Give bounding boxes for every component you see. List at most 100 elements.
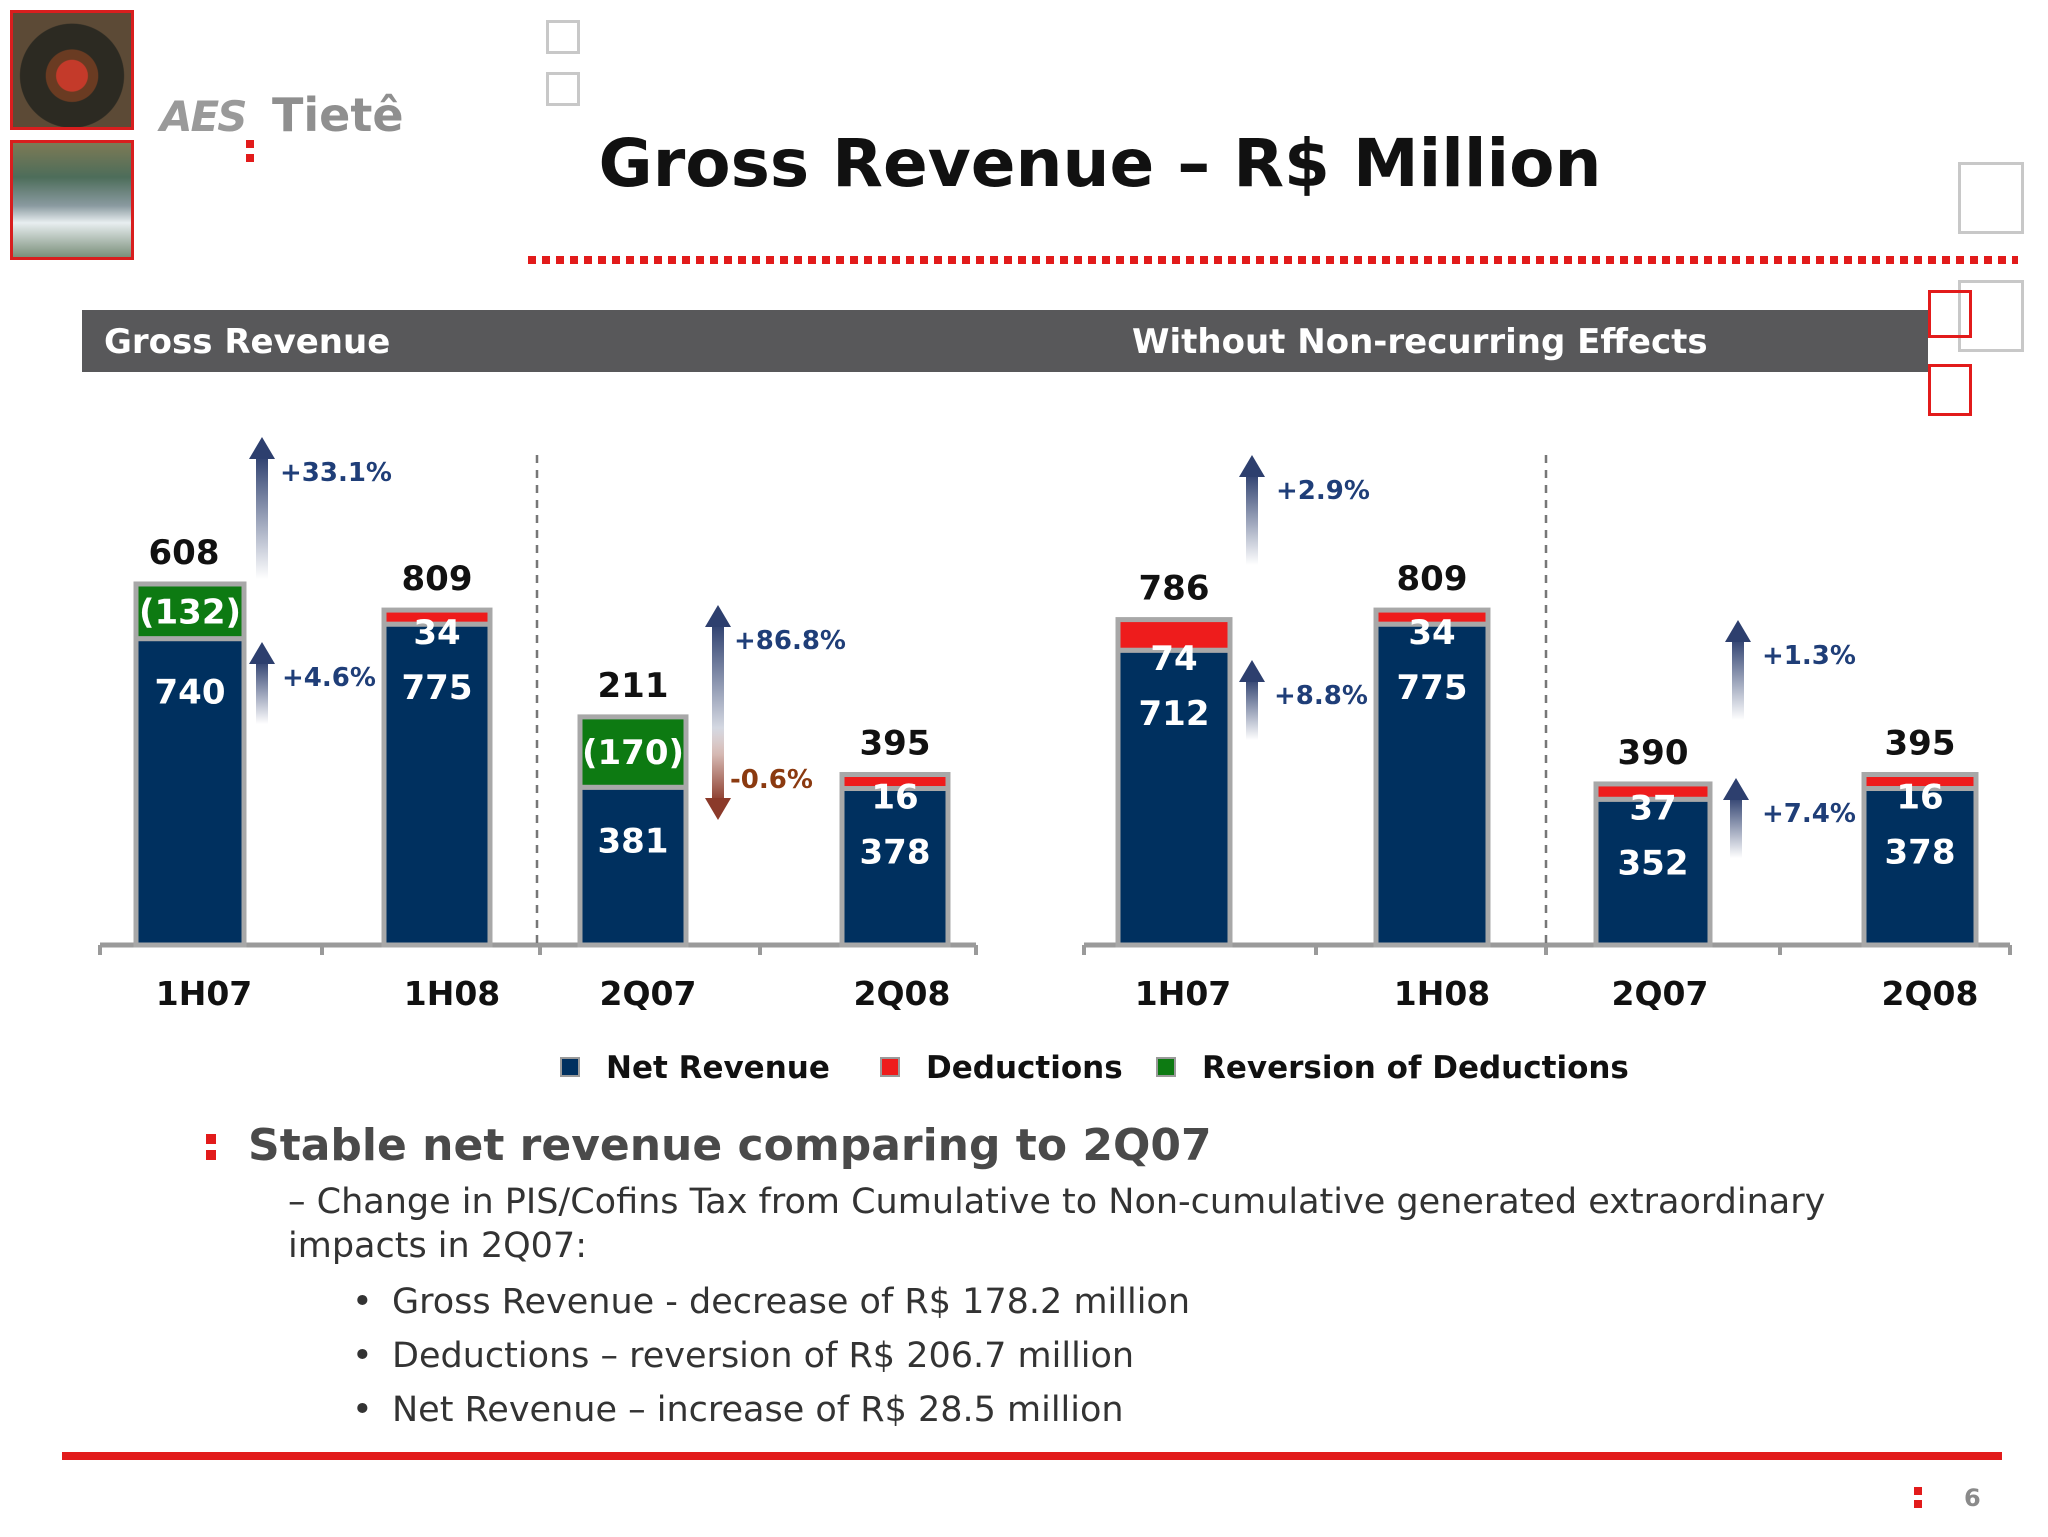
net-revenue-label: 378 (1885, 833, 1956, 873)
x-tick-label: 2Q08 (854, 974, 951, 1013)
company-name: Tietê (272, 88, 404, 142)
bar-total-label: 809 (402, 559, 473, 599)
legend-swatch-net-revenue (560, 1056, 580, 1077)
decline-arrow-down-icon-shaft (712, 728, 724, 802)
decor-red-square-icon (1928, 364, 1972, 416)
deductions-label: 16 (871, 778, 918, 818)
bar-total-label: 608 (149, 533, 220, 573)
bar-total-label: 211 (598, 666, 669, 706)
page-title: Gross Revenue – R$ Million (598, 125, 1602, 202)
page-number: 6 (1964, 1484, 1981, 1512)
bar-deductions (381, 607, 493, 627)
bar-reversion-of-deductions (577, 714, 689, 790)
net-revenue-label: 381 (598, 821, 669, 861)
x-tick-label: 1H08 (404, 974, 501, 1013)
page-marker-icon (1914, 1487, 1922, 1513)
x-tick-label: 2Q08 (1882, 974, 1979, 1013)
growth-arrow-up-icon-shaft (712, 623, 724, 755)
growth-annotation: +8.8% (1274, 681, 1368, 711)
list-item: • Gross Revenue - decrease of R$ 178.2 mi… (352, 1282, 1191, 1322)
list-item-text: Net Revenue – increase of R$ 28.5 millio… (392, 1390, 1124, 1430)
list-item-text: Deductions – reversion of R$ 206.7 milli… (392, 1336, 1135, 1376)
bar-deductions (1373, 607, 1491, 627)
bar-deductions (1861, 772, 1979, 792)
growth-arrow-up-icon-head (249, 642, 275, 664)
growth-arrow-up-icon-shaft (256, 455, 268, 579)
growth-arrow-up-icon-head (1239, 660, 1265, 682)
hydro-plant-photo (10, 10, 134, 130)
bar-total-label: 809 (1397, 559, 1468, 599)
net-revenue-label: 775 (1397, 668, 1468, 708)
bar-net-revenue (1861, 786, 1979, 948)
left-chart-heading: Gross Revenue (104, 322, 391, 362)
main-bullet: Stable net revenue comparing to 2Q07 (248, 1120, 1212, 1171)
growth-arrow-up-icon-head (705, 605, 731, 627)
bar-deductions (1115, 617, 1233, 653)
bar-net-revenue (1593, 796, 1713, 948)
deductions-label: 16 (1896, 778, 1943, 818)
list-item: • Deductions – reversion of R$ 206.7 mill… (352, 1336, 1135, 1376)
deductions-label: 74 (1150, 639, 1197, 679)
bar-reversion-of-deductions (133, 581, 247, 642)
legend-swatch-reversion (1156, 1056, 1176, 1077)
x-tick-label: 1H07 (1135, 974, 1232, 1013)
legend-label: Deductions (926, 1050, 1123, 1086)
dam-spillway-photo (10, 140, 134, 260)
growth-arrow-up-icon-head (1723, 778, 1749, 800)
net-revenue-label: 740 (155, 673, 226, 713)
net-revenue-label: 775 (402, 668, 473, 708)
decor-square-icon (546, 72, 580, 106)
legend-label: Net Revenue (606, 1050, 830, 1086)
legend-item-net-revenue: Net Revenue (560, 1050, 830, 1086)
sub-bullet: – Change in PIS/Cofins Tax from Cumulati… (288, 1182, 1826, 1266)
growth-arrow-up-icon-head (249, 437, 275, 459)
growth-annotation: +86.8% (734, 626, 846, 656)
growth-annotation: +1.3% (1762, 641, 1856, 671)
x-tick-label: 2Q07 (600, 974, 697, 1013)
deductions-label: 37 (1629, 788, 1676, 828)
bullet-marker-icon (206, 1134, 216, 1166)
growth-annotation: +4.6% (282, 663, 376, 693)
gross-revenue-charts: 740 (132) 608 1H07 775 34 809 1H08 381 (170) 211 2Q… (98, 437, 2012, 1013)
reversion-label: (170) (582, 733, 684, 773)
net-revenue-label: 352 (1618, 843, 1689, 883)
reversion-label: (132) (139, 592, 241, 632)
growth-arrow-up-icon-shaft (1246, 678, 1258, 740)
legend-item-reversion: Reversion of Deductions (1156, 1050, 1629, 1086)
legend-swatch-deductions (880, 1056, 900, 1077)
decor-square-icon (1958, 162, 2024, 234)
growth-arrow-up-icon-shaft (256, 660, 268, 724)
legend-item-deductions: Deductions (880, 1050, 1123, 1086)
title-underline (528, 256, 2018, 264)
net-revenue-label: 378 (860, 833, 931, 873)
bar-total-label: 395 (860, 724, 931, 764)
list-item-text: Gross Revenue - decrease of R$ 178.2 mil… (392, 1282, 1191, 1322)
growth-annotation: +2.9% (1276, 476, 1370, 506)
growth-annotation: +7.4% (1762, 799, 1856, 829)
growth-arrow-up-icon-shaft (1732, 638, 1744, 720)
right-chart-heading: Without Non-recurring Effects (1132, 322, 1708, 362)
bar-total-label: 786 (1139, 569, 1210, 609)
growth-arrow-up-icon-head (1239, 455, 1265, 477)
decor-red-square-icon (1928, 290, 1972, 338)
bar-deductions (1593, 781, 1713, 802)
growth-arrow-up-icon-shaft (1730, 796, 1742, 858)
legend-label: Reversion of Deductions (1202, 1050, 1629, 1086)
list-item: • Net Revenue – increase of R$ 28.5 milli… (352, 1390, 1124, 1430)
growth-annotation: -0.6% (730, 765, 813, 795)
net-revenue-label: 712 (1139, 694, 1210, 734)
decline-arrow-down-icon-head (705, 798, 731, 820)
section-header-bar: Gross Revenue Without Non-recurring Effe… (82, 310, 1928, 372)
x-tick-label: 1H08 (1394, 974, 1491, 1013)
x-tick-label: 1H07 (156, 974, 253, 1013)
footer-line (62, 1452, 2002, 1460)
bar-net-revenue (133, 636, 247, 948)
bar-deductions (839, 772, 951, 792)
growth-annotation: +33.1% (280, 458, 392, 488)
logo-dots-icon (246, 140, 254, 162)
aes-logo: AES (160, 92, 247, 141)
decor-square-icon (546, 20, 580, 54)
x-tick-label: 2Q07 (1612, 974, 1709, 1013)
growth-arrow-up-icon-shaft (1246, 473, 1258, 565)
bar-total-label: 395 (1885, 724, 1956, 764)
